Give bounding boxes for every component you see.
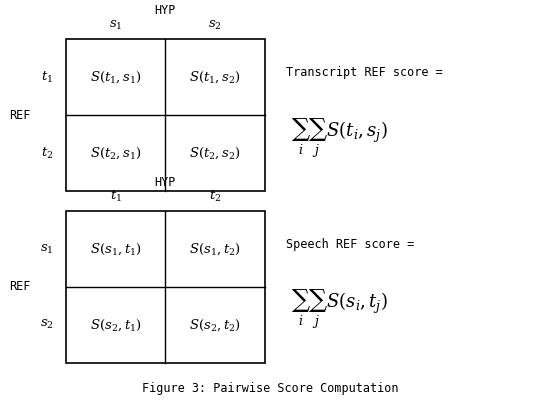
- Text: $s_2$: $s_2$: [40, 318, 54, 331]
- Text: Speech REF score =: Speech REF score =: [286, 238, 414, 251]
- Text: $s_1$: $s_1$: [109, 19, 122, 32]
- Text: $s_1$: $s_1$: [40, 242, 54, 255]
- Text: $S(s_2, t_2)$: $S(s_2, t_2)$: [189, 317, 241, 332]
- Text: $s_2$: $s_2$: [208, 19, 222, 32]
- Text: $S(s_1, t_1)$: $S(s_1, t_1)$: [90, 241, 141, 257]
- Text: $t_2$: $t_2$: [209, 189, 221, 204]
- Text: $\sum_i \sum_j S(s_i, t_j)$: $\sum_i \sum_j S(s_i, t_j)$: [292, 288, 388, 331]
- Bar: [66, 211, 265, 363]
- Text: $t_1$: $t_1$: [41, 70, 53, 85]
- Text: Transcript REF score =: Transcript REF score =: [286, 66, 443, 79]
- Text: HYP: HYP: [154, 4, 176, 17]
- Text: $S(t_1, s_2)$: $S(t_1, s_2)$: [189, 69, 241, 85]
- Text: $S(t_2, s_1)$: $S(t_2, s_1)$: [90, 145, 141, 161]
- Text: $S(t_2, s_2)$: $S(t_2, s_2)$: [189, 145, 241, 161]
- Text: $S(s_2, t_1)$: $S(s_2, t_1)$: [90, 317, 141, 332]
- Text: $S(s_1, t_2)$: $S(s_1, t_2)$: [189, 241, 241, 257]
- Text: REF: REF: [10, 109, 31, 122]
- Text: REF: REF: [10, 280, 31, 293]
- Text: $t_2$: $t_2$: [41, 145, 53, 161]
- Text: HYP: HYP: [154, 176, 176, 189]
- Text: $\sum_i \sum_j S(t_i, s_j)$: $\sum_i \sum_j S(t_i, s_j)$: [292, 116, 388, 160]
- Text: Figure 3: Pairwise Score Computation: Figure 3: Pairwise Score Computation: [141, 382, 399, 395]
- Bar: [66, 40, 265, 191]
- Text: $t_1$: $t_1$: [110, 189, 122, 204]
- Text: $S(t_1, s_1)$: $S(t_1, s_1)$: [90, 69, 141, 85]
